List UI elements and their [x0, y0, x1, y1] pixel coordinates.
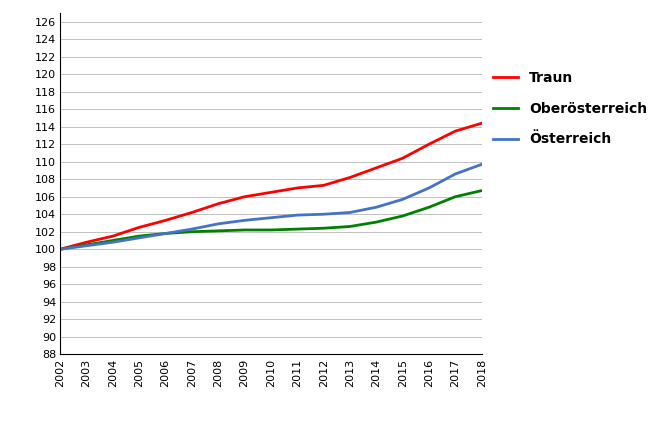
Oberösterreich [82, 242, 90, 248]
Traun [241, 194, 249, 199]
Oberösterreich [399, 213, 407, 219]
Österreich [188, 226, 196, 232]
Traun [346, 175, 354, 180]
Oberösterreich [267, 227, 275, 232]
Traun [425, 142, 433, 147]
Oberösterreich [372, 219, 380, 225]
Traun [267, 190, 275, 195]
Oberösterreich [214, 228, 222, 233]
Traun [399, 156, 407, 161]
Line: Österreich: Österreich [60, 164, 482, 249]
Oberösterreich [241, 227, 249, 232]
Oberösterreich [425, 205, 433, 210]
Traun [161, 218, 169, 223]
Traun [293, 185, 301, 191]
Österreich [56, 247, 64, 252]
Österreich [399, 197, 407, 202]
Traun [135, 225, 143, 230]
Line: Oberösterreich: Oberösterreich [60, 191, 482, 249]
Österreich [425, 185, 433, 191]
Traun [372, 165, 380, 171]
Traun [56, 247, 64, 252]
Österreich [109, 240, 117, 245]
Österreich [478, 162, 486, 167]
Österreich [293, 213, 301, 218]
Österreich [372, 205, 380, 210]
Traun [188, 210, 196, 215]
Traun [82, 240, 90, 245]
Oberösterreich [161, 231, 169, 236]
Oberösterreich [452, 194, 460, 199]
Oberösterreich [188, 229, 196, 234]
Oberösterreich [478, 188, 486, 193]
Österreich [267, 215, 275, 220]
Österreich [161, 231, 169, 236]
Legend: Traun, Oberösterreich, Österreich: Traun, Oberösterreich, Österreich [493, 71, 647, 146]
Österreich [241, 218, 249, 223]
Traun [320, 183, 328, 188]
Österreich [135, 235, 143, 241]
Österreich [82, 243, 90, 248]
Oberösterreich [56, 247, 64, 252]
Oberösterreich [346, 224, 354, 229]
Österreich [214, 221, 222, 226]
Traun [214, 201, 222, 206]
Traun [478, 121, 486, 126]
Österreich [346, 210, 354, 215]
Line: Traun: Traun [60, 123, 482, 249]
Oberösterreich [293, 226, 301, 232]
Oberösterreich [109, 238, 117, 243]
Österreich [320, 212, 328, 217]
Österreich [452, 172, 460, 177]
Traun [109, 234, 117, 239]
Oberösterreich [135, 234, 143, 239]
Traun [452, 128, 460, 133]
Oberösterreich [320, 226, 328, 231]
